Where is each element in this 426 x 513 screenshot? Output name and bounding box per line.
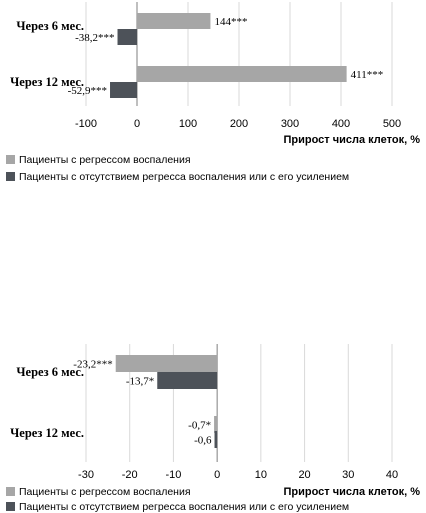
data-label: -13,7* xyxy=(126,376,154,388)
legend-entry: Пациенты с регрессом воспаления xyxy=(19,486,191,498)
data-label: 411*** xyxy=(351,69,384,81)
x-tick-label: -100 xyxy=(75,118,97,130)
legend-swatch xyxy=(6,155,15,164)
bar xyxy=(115,355,218,372)
data-label: -0,7* xyxy=(188,420,211,432)
category-label: Через 12 мес. xyxy=(10,426,84,440)
x-tick-label: 500 xyxy=(383,118,401,130)
category-label: Через 6 мес. xyxy=(16,19,84,33)
bar xyxy=(214,431,218,448)
x-axis-title: Прирост числа клеток, % xyxy=(284,134,421,146)
bar xyxy=(157,372,218,389)
x-tick-label: 40 xyxy=(386,469,398,481)
x-axis-title: Прирост числа клеток, % xyxy=(284,486,421,498)
legend-swatch xyxy=(6,487,15,496)
data-label: -38,2*** xyxy=(75,32,114,44)
x-tick-label: 200 xyxy=(230,118,248,130)
legend-swatch xyxy=(6,172,15,181)
data-label: 144*** xyxy=(214,16,247,28)
data-label: -0,6 xyxy=(194,435,212,447)
bar xyxy=(137,13,211,29)
category-label: Через 6 мес. xyxy=(16,365,84,379)
legend-entry: Пациенты с отсутствием регресса воспален… xyxy=(19,501,349,513)
x-tick-label: -20 xyxy=(122,469,138,481)
x-tick-label: 300 xyxy=(281,118,299,130)
x-tick-label: 10 xyxy=(255,469,267,481)
x-tick-label: 0 xyxy=(214,469,220,481)
legend-entry: Пациенты с отсутствием регресса воспален… xyxy=(19,171,349,183)
bar xyxy=(110,82,137,98)
x-tick-label: 400 xyxy=(332,118,350,130)
x-tick-label: 100 xyxy=(179,118,197,130)
x-tick-label: 0 xyxy=(134,118,140,130)
chart-bottom: -30 -20 -10 0 10 20 30 40 Через 6 мес. Через 12 м… xyxy=(6,344,420,513)
bar xyxy=(137,66,347,82)
category-label: Через 12 мес. xyxy=(10,75,84,89)
bar xyxy=(214,416,218,433)
legend-swatch xyxy=(6,502,15,511)
chart-top: -100 0 100 200 300 400 500 Через 6 мес. Через 12… xyxy=(6,2,420,183)
x-tick-label: 20 xyxy=(298,469,310,481)
data-label: -52,9*** xyxy=(68,85,107,97)
legend-entry: Пациенты с регрессом воспаления xyxy=(19,154,191,166)
x-tick-label: -10 xyxy=(165,469,181,481)
x-tick-label: 30 xyxy=(342,469,354,481)
data-label: -23,2*** xyxy=(73,359,112,371)
bar xyxy=(117,29,137,45)
x-tick-label: -30 xyxy=(78,469,94,481)
